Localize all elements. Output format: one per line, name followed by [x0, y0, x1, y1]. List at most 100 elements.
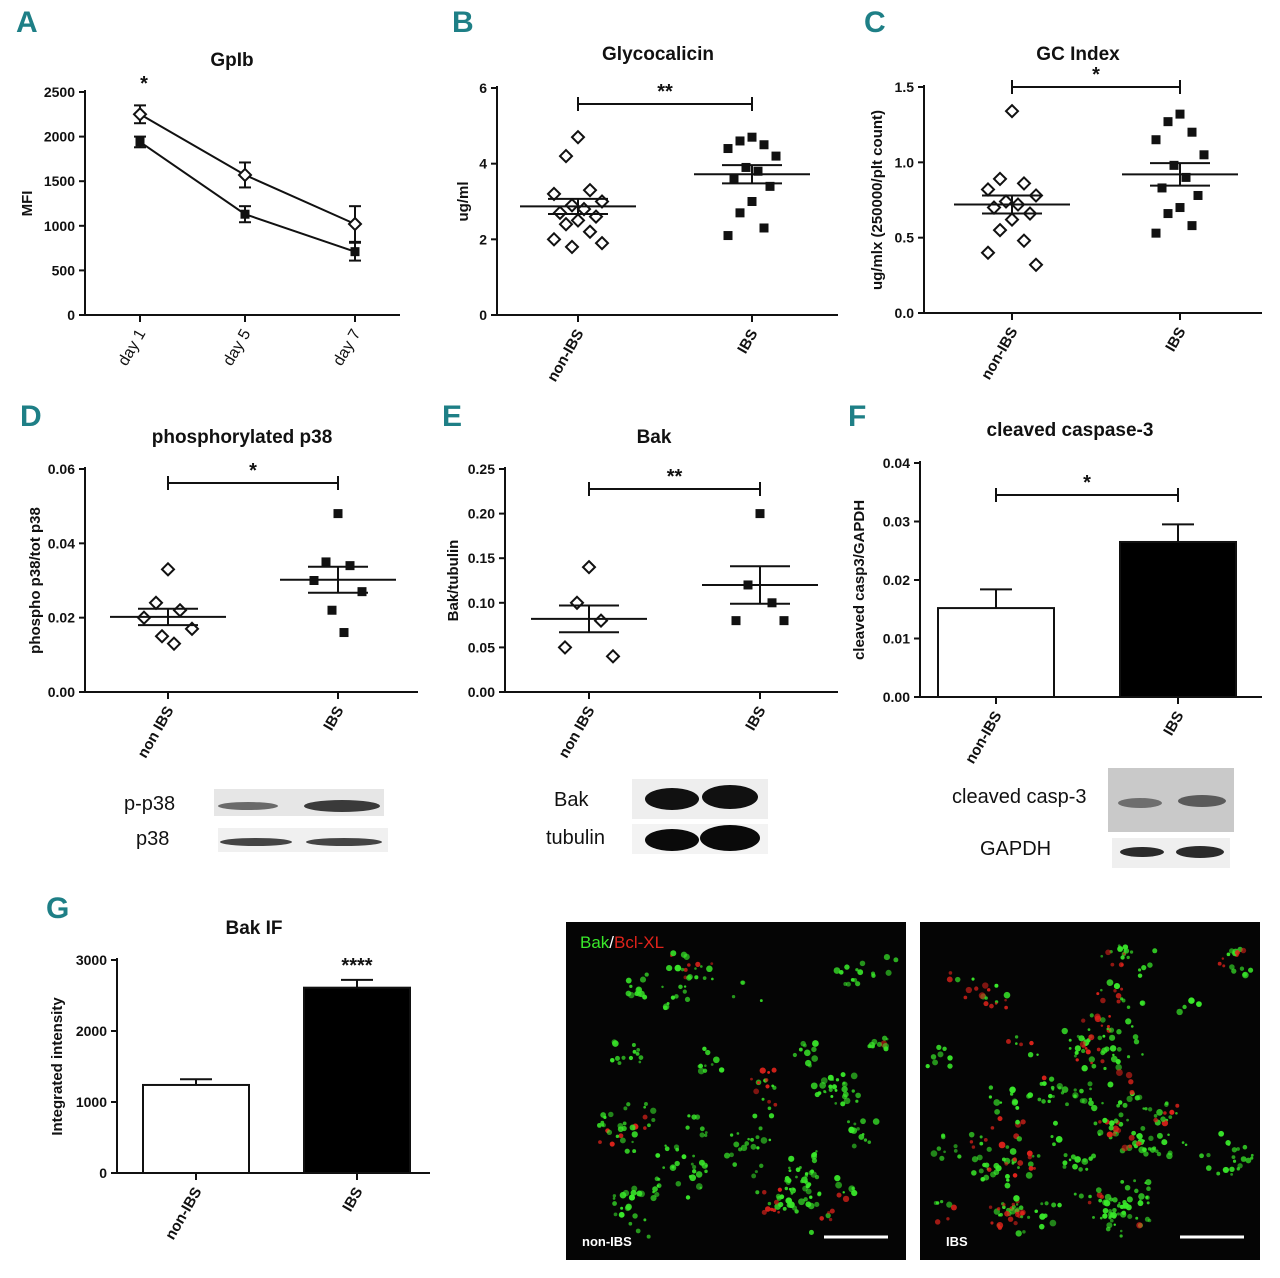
fluorescent-spot — [771, 1067, 777, 1073]
data-point-filled-square — [771, 151, 781, 161]
fluorescent-spot — [655, 1153, 661, 1158]
fluorescent-spot — [1015, 1203, 1019, 1206]
fluorescent-spot — [1036, 1053, 1039, 1057]
fluorescent-spot — [1125, 1018, 1132, 1025]
fluorescent-spot — [628, 1194, 636, 1201]
fluorescent-spot — [937, 1051, 944, 1058]
fluorescent-spot — [704, 1131, 708, 1134]
data-point-open-diamond — [570, 213, 586, 228]
data-point-filled-square — [357, 587, 367, 597]
fluorescent-spot — [1088, 1194, 1092, 1199]
significance-star: * — [140, 73, 148, 95]
fluorescent-spot — [1044, 1201, 1049, 1206]
fluorescent-spot — [711, 977, 714, 981]
fluorescent-spot — [596, 1122, 602, 1128]
fluorescent-spot — [1139, 1141, 1142, 1145]
data-point-open-diamond — [588, 209, 604, 225]
y-tick-label: 0.20 — [468, 506, 495, 522]
fluorescent-spot — [983, 1137, 988, 1142]
fluorescent-spot — [1088, 1097, 1093, 1101]
fluorescent-spot — [1234, 950, 1240, 956]
fluorescent-spot — [1116, 999, 1121, 1004]
fluorescent-spot — [1019, 1042, 1023, 1047]
fluorescent-spot — [1121, 998, 1126, 1003]
fluorescent-spot — [713, 1056, 720, 1064]
fluorescent-spot — [782, 1206, 787, 1211]
data-point-filled-square — [1151, 228, 1161, 238]
data-point-open-diamond — [581, 559, 597, 575]
fluorescent-spot — [1122, 952, 1126, 956]
y-tick-label: 0.03 — [883, 514, 910, 530]
fluorescent-spot — [835, 1078, 840, 1082]
fluorescent-spot — [1042, 1215, 1046, 1218]
fluorescent-spot — [718, 1067, 725, 1073]
fluorescent-spot — [603, 1115, 607, 1120]
fluorescent-spot — [1004, 1182, 1011, 1189]
fluorescent-spot — [1100, 1059, 1105, 1064]
fluorescent-spot — [1126, 1095, 1133, 1102]
data-point-open-diamond — [582, 182, 598, 198]
fluorescent-spot — [699, 965, 703, 968]
fluorescent-spot — [756, 1081, 761, 1085]
data-point-filled-square — [327, 605, 337, 615]
data-point-open-diamond — [172, 602, 188, 618]
x-tick-label: non-IBS — [978, 325, 1021, 383]
fluorescent-spot — [767, 1201, 772, 1206]
data-point-open-diamond — [980, 182, 996, 197]
fluorescent-spot — [1247, 967, 1254, 973]
fluorescent-spot — [828, 1084, 833, 1089]
fluorescent-spot — [1051, 1095, 1055, 1099]
fluorescent-spot — [1098, 1198, 1103, 1203]
data-point-filled-square — [1163, 117, 1173, 127]
fluorescent-spot — [893, 957, 899, 963]
fluorescent-spot — [1242, 972, 1248, 977]
fluorescent-spot — [871, 1044, 875, 1049]
fluorescent-spot — [1100, 988, 1103, 992]
blot-label-p38: p38 — [136, 828, 169, 850]
fluorescent-spot — [1112, 1214, 1117, 1219]
fluorescent-spot — [994, 1002, 998, 1005]
fluorescent-spot — [1009, 1086, 1016, 1094]
fluorescent-spot — [946, 1201, 953, 1208]
fluorescent-spot — [1125, 1071, 1133, 1079]
fluorescent-spot — [1075, 1058, 1079, 1062]
fluorescent-spot — [688, 1175, 692, 1178]
fluorescent-spot — [792, 1052, 797, 1058]
fluorescent-spot — [1006, 1178, 1010, 1182]
fluorescent-spot — [642, 994, 648, 1000]
data-point-filled-square — [339, 628, 349, 638]
fluorescent-spot — [1017, 1166, 1020, 1169]
fluorescent-spot — [1126, 1118, 1129, 1122]
fluorescent-spot — [925, 1063, 930, 1069]
fluorescent-spot — [807, 1202, 815, 1210]
fluorescent-spot — [706, 965, 713, 973]
fluorescent-spot — [1102, 1207, 1109, 1214]
y-tick-label: 0.0 — [895, 305, 915, 321]
y-tick-label: 0.02 — [883, 572, 910, 588]
fluorescent-spot — [1196, 1001, 1202, 1007]
fluorescent-spot — [1041, 1075, 1047, 1081]
fluorescent-spot — [1068, 1158, 1072, 1162]
fluorescent-spot — [1146, 1186, 1151, 1192]
fluorescent-spot — [1074, 1050, 1079, 1055]
fluorescent-spot — [965, 986, 973, 994]
fluorescent-spot — [767, 1071, 771, 1074]
data-point-open-diamond — [166, 636, 182, 652]
blot-band — [702, 785, 758, 809]
fluorescent-spot — [695, 1183, 703, 1190]
blot-d: p-p38 p38 — [124, 789, 388, 852]
y-tick-label: 0.00 — [48, 684, 75, 700]
fluorescent-spot — [1128, 1079, 1134, 1085]
fluorescent-spot — [982, 982, 989, 989]
fluorescent-spot — [1153, 1114, 1158, 1118]
fluorescent-spot — [1050, 1135, 1054, 1139]
fluorescent-spot — [1004, 1210, 1010, 1217]
fluorescent-spot — [1163, 1111, 1167, 1115]
fluorescent-spot — [674, 964, 682, 972]
fluorescent-spot — [1137, 973, 1143, 978]
fluorescent-spot — [1121, 1144, 1129, 1152]
fluorescent-spot — [840, 1101, 846, 1107]
data-point-filled-square — [1193, 190, 1203, 200]
fluorescent-spot — [661, 985, 664, 989]
fluorescent-spot — [999, 1212, 1003, 1217]
